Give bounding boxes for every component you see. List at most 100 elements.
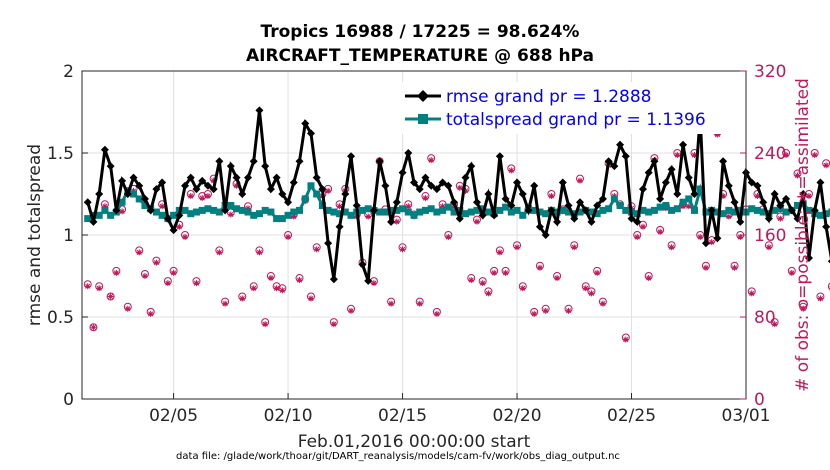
spread-point <box>713 208 721 216</box>
obs-assimilated-marker <box>468 277 475 284</box>
obs-assimilated-marker <box>794 172 801 179</box>
rmse-point <box>461 173 470 182</box>
obs-possible-marker <box>89 323 98 332</box>
rmse-point <box>804 253 813 262</box>
rmse-point <box>129 173 138 182</box>
right-tick-label: 0 <box>754 390 765 410</box>
rmse-point <box>192 185 201 194</box>
spread-point <box>759 208 767 216</box>
obs-assimilated-marker <box>370 280 377 287</box>
spread-point <box>215 208 223 216</box>
spread-point <box>565 208 573 216</box>
rmse-point <box>782 194 791 203</box>
spread-point <box>284 211 292 219</box>
obs-assimilated-marker <box>462 187 469 194</box>
rmse-point <box>410 178 418 187</box>
obs-assimilated-marker <box>737 234 744 241</box>
obs-assimilated-marker <box>159 203 166 210</box>
spread-point <box>502 203 510 211</box>
obs-assimilated-marker <box>565 307 572 314</box>
spread-point <box>170 211 178 219</box>
spread-point <box>782 208 790 216</box>
spread-point <box>662 201 670 209</box>
x-axis-ticks: 02/05 02/10 02/15 02/20 02/25 03/01 <box>149 393 771 426</box>
legend: rmse grand pr = 1.2888 totalspread grand… <box>398 82 740 134</box>
rmse-point <box>553 217 562 226</box>
x-tick-label: 02/20 <box>493 406 542 426</box>
obs-possible-marker <box>827 282 830 290</box>
rmse-point <box>661 178 670 187</box>
x-tick-label: 02/05 <box>149 406 198 426</box>
obs-assimilated-marker <box>193 280 200 287</box>
left-tick-label: 1.5 <box>47 144 74 164</box>
rmse-point <box>335 222 344 231</box>
rmse-point <box>249 157 258 166</box>
spread-point <box>192 208 200 216</box>
obs-assimilated-marker <box>531 310 538 317</box>
spread-point <box>731 208 739 216</box>
rmse-point <box>318 185 327 194</box>
rmse-point <box>175 211 184 220</box>
rmse-point <box>221 206 230 215</box>
spread-point <box>753 206 761 214</box>
spread-point <box>347 211 355 219</box>
spread-point <box>467 208 475 216</box>
obs-assimilated-marker <box>697 234 704 241</box>
rmse-point <box>524 206 533 215</box>
rmse-point <box>100 145 109 154</box>
rmse-point <box>787 206 796 215</box>
spread-point <box>719 210 727 218</box>
spread-point <box>118 198 126 206</box>
obs-assimilated-marker <box>256 249 263 256</box>
spread-point <box>439 206 447 214</box>
spread-point <box>496 206 504 214</box>
obs-assimilated-marker <box>222 300 229 307</box>
spread-point <box>273 215 281 223</box>
obs-assimilated-marker <box>210 177 217 184</box>
rmse-point <box>593 201 602 210</box>
spread-point <box>668 206 676 214</box>
rmse-point <box>169 226 178 235</box>
rmse-point <box>490 211 499 220</box>
spread-point <box>135 195 143 203</box>
spread-point <box>296 206 304 214</box>
rmse-point <box>432 185 441 194</box>
rmse-point <box>501 194 510 203</box>
rmse-point <box>324 239 333 248</box>
rmse-point <box>347 152 356 161</box>
rmse-point <box>799 190 808 198</box>
rmse-point <box>598 194 607 203</box>
spread-point <box>387 206 395 214</box>
obs-assimilated-marker <box>702 264 709 271</box>
spread-point <box>238 206 246 214</box>
obs-assimilated-marker <box>182 234 189 241</box>
spread-point <box>255 210 263 218</box>
spread-point <box>805 206 813 214</box>
legend-rmse-label: rmse grand pr = 1.2888 <box>446 87 651 107</box>
obs-assimilated-marker <box>725 213 732 220</box>
spread-point <box>313 190 321 198</box>
rmse-point <box>679 140 688 149</box>
spread-point <box>307 182 315 190</box>
spread-point <box>587 208 595 216</box>
obs-assimilated-marker <box>267 275 274 282</box>
rmse-point <box>770 190 779 198</box>
spread-point <box>748 205 756 213</box>
obs-assimilated-marker <box>783 152 790 159</box>
obs-assimilated-marker <box>233 182 240 189</box>
spread-point <box>570 210 578 218</box>
spread-point <box>450 208 458 216</box>
rmse-point <box>404 149 413 157</box>
spread-point <box>679 198 687 206</box>
spread-point <box>690 206 698 214</box>
spread-point <box>393 206 401 214</box>
rmse-point <box>627 214 636 223</box>
spread-point <box>650 206 658 214</box>
rmse-point <box>341 190 350 198</box>
rmse-point <box>381 181 390 190</box>
obs-assimilated-marker <box>691 152 698 159</box>
left-axis-label: rmse and totalspread <box>25 144 45 326</box>
rmse-point <box>776 201 785 210</box>
obs-assimilated-marker <box>473 218 480 225</box>
